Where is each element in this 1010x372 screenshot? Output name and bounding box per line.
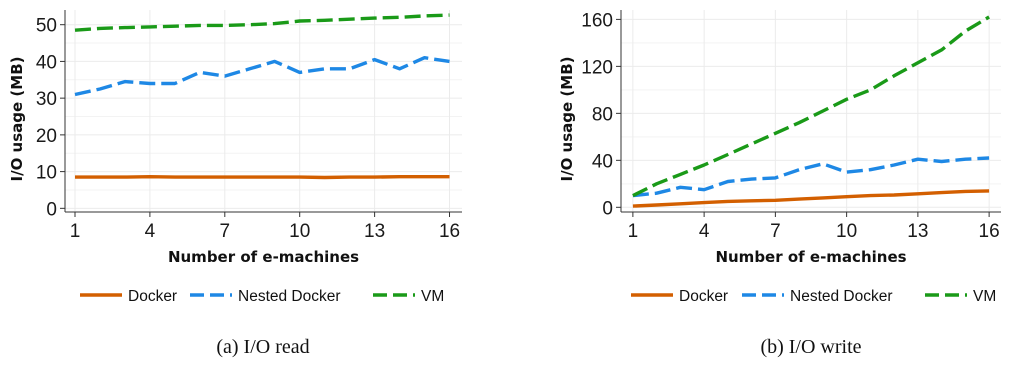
y-tick-label: 30 xyxy=(36,89,57,110)
x-tick-label: 4 xyxy=(145,221,156,242)
y-tick-label: 80 xyxy=(592,104,613,125)
series-line-nested-docker xyxy=(632,156,990,198)
x-tick-label: 1 xyxy=(628,221,639,242)
grid xyxy=(65,10,462,212)
x-tick-label: 7 xyxy=(770,221,781,242)
legend-label: Nested Docker xyxy=(790,288,893,305)
figure-caption: (b) I/O write xyxy=(760,336,861,358)
legend-label: VM xyxy=(421,288,444,305)
y-tick-label: 120 xyxy=(581,57,613,78)
x-tick-label: 16 xyxy=(979,221,1000,242)
x-tick-label: 4 xyxy=(699,221,710,242)
x-axis-title: Number of e-machines xyxy=(715,248,906,266)
y-tick-label: 20 xyxy=(36,126,57,147)
y-tick-label: 0 xyxy=(46,199,57,220)
x-tick-label: 16 xyxy=(439,221,460,242)
y-tick-label: 50 xyxy=(36,16,57,37)
x-tick-label: 1 xyxy=(70,221,81,242)
legend-label: Nested Docker xyxy=(238,288,341,305)
y-axis-title: I/O usage (MB) xyxy=(8,57,26,182)
legend: Docker Nested Docker VM xyxy=(80,288,444,305)
x-tick-label: 10 xyxy=(836,221,857,242)
x-axis-title: Number of e-machines xyxy=(168,248,359,266)
legend-label: Docker xyxy=(128,288,177,305)
y-tick-label: 10 xyxy=(36,163,57,184)
series-line-nested-docker xyxy=(74,56,450,97)
series-line-vm xyxy=(632,15,990,198)
series-line-docker xyxy=(75,174,450,180)
chart-io-read: 0 10 20 30 40 50 1 4 7 10 13 16 Number of e-machines… xyxy=(8,10,462,358)
x-tick-label: 10 xyxy=(289,221,310,242)
y-tick-label: 40 xyxy=(36,52,57,73)
legend-label: VM xyxy=(973,288,996,305)
y-tick-label: 40 xyxy=(592,151,613,172)
legend-label: Docker xyxy=(679,288,728,305)
series-line-docker xyxy=(632,189,990,208)
x-tick-label: 7 xyxy=(220,221,231,242)
y-tick-label: 160 xyxy=(581,10,613,31)
grid xyxy=(621,10,1001,212)
legend: Docker Nested Docker VM xyxy=(631,288,996,305)
series-line-vm xyxy=(74,13,450,32)
y-axis-title: I/O usage (MB) xyxy=(558,57,576,182)
chart-io-write: 0 40 80 120 160 1 4 7 10 13 16 Number of e-machines… xyxy=(558,10,1001,358)
figure-caption: (a) I/O read xyxy=(216,336,309,358)
y-tick-label: 0 xyxy=(602,198,613,219)
x-tick-label: 13 xyxy=(364,221,385,242)
x-tick-label: 13 xyxy=(907,221,928,242)
